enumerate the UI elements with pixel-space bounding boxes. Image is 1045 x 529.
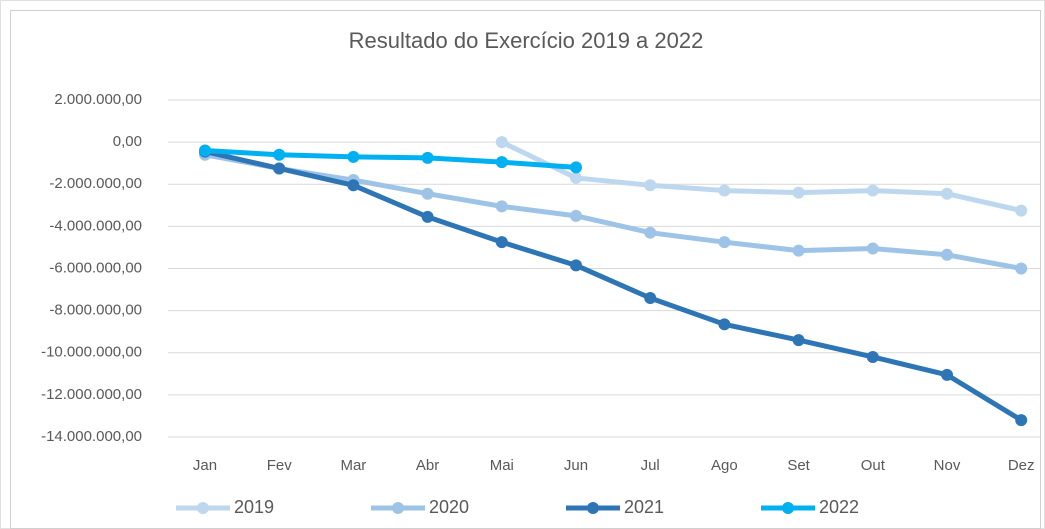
series-marker [718, 184, 731, 197]
series-marker [421, 187, 434, 200]
x-tick-label: Mar [340, 457, 366, 474]
legend-label: 2019 [234, 497, 274, 517]
x-tick-label: Jan [193, 457, 217, 474]
series-marker [495, 156, 508, 169]
y-tick-label: 0,00 [113, 133, 142, 150]
series-line [499, 139, 1024, 214]
legend-marker [392, 502, 404, 514]
y-tick-label: -2.000.000,00 [49, 175, 142, 192]
x-tick-label: Ago [711, 457, 738, 474]
series-marker [644, 179, 657, 192]
x-tick-label: Mai [490, 457, 514, 474]
series-marker [347, 179, 360, 192]
series-marker [421, 151, 434, 164]
series-line [202, 152, 1024, 271]
series-marker [1015, 414, 1028, 427]
series-marker [941, 368, 953, 381]
series-marker [347, 150, 360, 163]
x-tick-label: Jul [641, 457, 660, 474]
series-marker [718, 318, 731, 331]
series-marker [792, 244, 805, 257]
legend-label: 2022 [819, 497, 859, 517]
series-marker [570, 161, 582, 174]
series-marker [421, 210, 434, 223]
series-marker [570, 259, 582, 272]
series-line [202, 148, 579, 170]
series-marker [495, 136, 508, 149]
x-tick-label: Fev [267, 457, 293, 474]
series-marker [941, 187, 953, 200]
series-marker [273, 148, 286, 161]
y-tick-label: -4.000.000,00 [49, 217, 142, 234]
chart-frame [10, 10, 1041, 529]
legend-marker [782, 502, 794, 514]
series-marker [199, 144, 211, 157]
y-tick-label: -12.000.000,00 [41, 386, 142, 403]
y-tick-label: -8.000.000,00 [49, 302, 142, 319]
series-marker [570, 171, 582, 184]
x-tick-label: Jun [564, 457, 588, 474]
x-tick-label: Out [861, 457, 886, 474]
series-marker [570, 209, 582, 222]
chart-title: Resultado do Exercício 2019 a 2022 [349, 28, 704, 53]
series-marker [644, 291, 657, 304]
legend-marker [587, 502, 599, 514]
series-marker [495, 200, 508, 213]
series-marker [273, 162, 286, 175]
legend-marker [197, 502, 209, 514]
y-tick-label: 2.000.000,00 [54, 91, 142, 108]
series-marker [866, 184, 879, 197]
x-tick-label: Nov [934, 457, 961, 474]
legend-label: 2021 [624, 497, 664, 517]
series-marker [792, 334, 805, 347]
series-marker [866, 350, 879, 363]
series-marker [866, 242, 879, 255]
y-tick-label: -10.000.000,00 [41, 344, 142, 361]
series-marker [941, 248, 953, 261]
series-marker [644, 226, 657, 239]
series-line [202, 149, 1024, 423]
y-tick-label: -6.000.000,00 [49, 259, 142, 276]
series-marker [1015, 204, 1028, 217]
x-tick-label: Abr [416, 457, 439, 474]
series-marker [1015, 262, 1028, 275]
legend-label: 2020 [429, 497, 469, 517]
series-marker [792, 186, 805, 199]
x-tick-label: Set [787, 457, 810, 474]
series-marker [495, 236, 508, 249]
y-tick-label: -14.000.000,00 [41, 428, 142, 445]
series-marker [718, 236, 731, 249]
x-tick-label: Dez [1008, 457, 1035, 474]
